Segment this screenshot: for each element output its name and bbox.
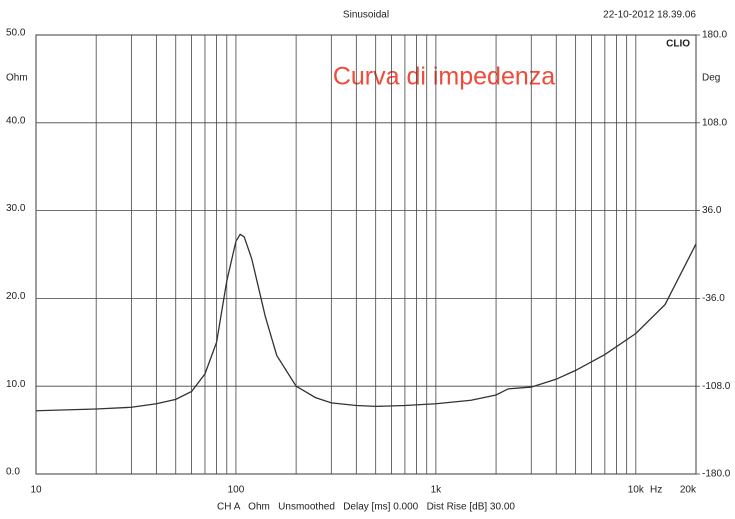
y2-tick-label: -108.0 <box>702 381 731 392</box>
y2-tick-label: 108.0 <box>702 117 727 128</box>
y2-tick-label: 36.0 <box>702 205 722 216</box>
x-tick-label: 10k <box>628 485 645 496</box>
x-unit: Hz <box>650 485 662 496</box>
y2-axis-label: Deg <box>702 73 720 84</box>
timestamp: 22-10-2012 18.39.06 <box>603 10 696 21</box>
x-tick-label: 1k <box>431 485 443 496</box>
brand: CLIO <box>666 39 690 50</box>
x-tick-label: 10 <box>30 485 42 496</box>
y-tick-label: 20.0 <box>6 291 26 302</box>
impedance-curve <box>35 233 697 412</box>
y-tick-label: 0.0 <box>6 467 20 478</box>
y2-tick-label: 180.0 <box>702 30 727 41</box>
y-tick-label: 10.0 <box>6 379 26 390</box>
x-tick-label: 100 <box>228 485 245 496</box>
y-tick-label: 40.0 <box>6 115 26 126</box>
y-tick-label: 50.0 <box>6 28 26 39</box>
y2-tick-label: -36.0 <box>702 293 725 304</box>
chart-title: Curva di impedenza <box>333 63 555 91</box>
footer: CH A Ohm Unsmoothed Delay [ms] 0.000 Dis… <box>217 502 515 513</box>
y-axis-label: Ohm <box>6 73 28 84</box>
y2-tick-label: -180.0 <box>702 469 731 480</box>
mode-label: Sinusoidal <box>343 10 389 21</box>
y-tick-label: 30.0 <box>6 203 26 214</box>
x-tick-label: 20k <box>680 485 697 496</box>
plot-frame <box>35 34 697 475</box>
